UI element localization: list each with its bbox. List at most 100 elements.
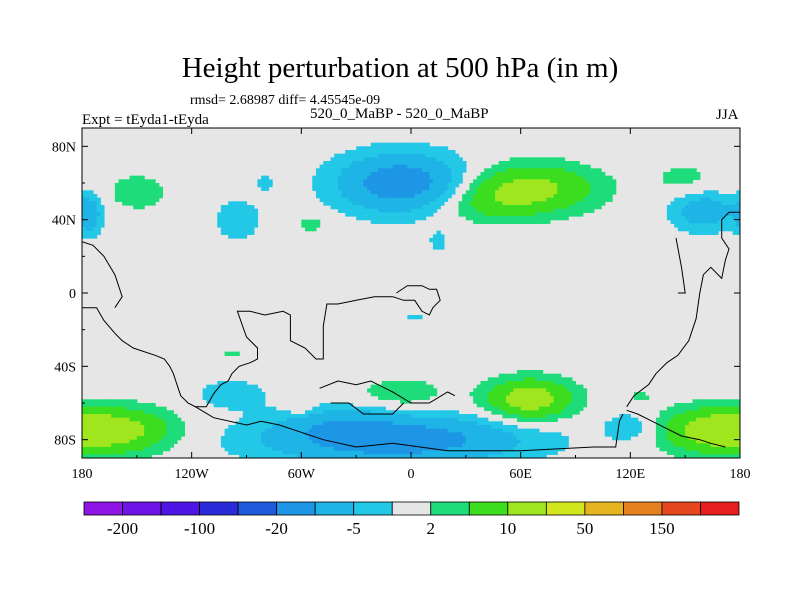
- contour-cell: [294, 417, 299, 422]
- contour-cell: [224, 208, 229, 213]
- contour-cell: [520, 443, 525, 448]
- contour-cell: [246, 425, 251, 430]
- contour-cell: [670, 175, 675, 180]
- contour-cell: [370, 454, 376, 458]
- contour-cell: [568, 388, 573, 393]
- contour-cell: [674, 443, 679, 448]
- contour-cell: [707, 216, 712, 221]
- contour-cell: [414, 157, 419, 162]
- contour-cell: [564, 384, 569, 389]
- contour-cell: [513, 197, 518, 202]
- contour-cell: [436, 179, 441, 184]
- colorbar-box: [314, 501, 355, 516]
- contour-cell: [699, 406, 705, 411]
- contour-cell: [549, 164, 555, 169]
- contour-cell: [498, 436, 503, 441]
- contour-cell: [400, 447, 405, 452]
- contour-cell: [513, 205, 518, 210]
- contour-cell: [261, 406, 266, 411]
- contour-cell: [465, 194, 471, 199]
- contour-cell: [334, 421, 339, 426]
- contour-cell: [392, 443, 397, 448]
- contour-cell: [538, 395, 544, 400]
- contour-cell: [608, 421, 613, 426]
- contour-cell: [710, 194, 716, 199]
- contour-cell: [502, 384, 507, 389]
- contour-cell: [261, 403, 266, 408]
- contour-cell: [341, 205, 346, 210]
- colorbar-box: [199, 501, 239, 516]
- contour-cell: [250, 403, 255, 408]
- contour-cell: [495, 168, 500, 173]
- contour-cell: [136, 443, 142, 448]
- contour-cell: [520, 190, 525, 195]
- contour-cell: [429, 161, 434, 166]
- contour-cell: [337, 175, 343, 180]
- contour-cell: [509, 384, 514, 389]
- contour-cell: [264, 410, 270, 415]
- contour-cell: [718, 219, 723, 224]
- contour-cell: [681, 410, 686, 415]
- contour-cell: [381, 201, 387, 206]
- contour-cell: [242, 425, 248, 430]
- contour-cell: [666, 443, 672, 448]
- contour-cell: [261, 454, 266, 458]
- contour-cell: [524, 161, 529, 166]
- contour-cell: [440, 146, 445, 151]
- contour-cell: [407, 315, 412, 320]
- contour-cell: [217, 381, 222, 386]
- contour-cell: [418, 395, 423, 400]
- contour-cell: [147, 454, 153, 458]
- contour-cell: [385, 410, 390, 415]
- contour-cell: [469, 216, 474, 221]
- contour-cell: [531, 161, 536, 166]
- contour-cell: [337, 417, 343, 422]
- contour-cell: [275, 454, 280, 458]
- contour-cell: [553, 373, 558, 378]
- contour-cell: [389, 175, 394, 180]
- contour-cell: [239, 439, 244, 444]
- contour-cell: [520, 161, 525, 166]
- contour-cell: [253, 450, 259, 455]
- contour-cell: [546, 197, 551, 202]
- contour-cell: [725, 205, 730, 210]
- contour-cell: [718, 450, 723, 455]
- contour-cell: [425, 201, 430, 206]
- contour-cell: [89, 406, 94, 411]
- contour-cell: [363, 150, 368, 155]
- contour-cell: [315, 223, 321, 228]
- contour-cell: [531, 370, 536, 375]
- contour-cell: [480, 212, 485, 217]
- contour-cell: [261, 436, 266, 441]
- contour-cell: [392, 425, 397, 430]
- contour-cell: [681, 447, 686, 452]
- contour-cell: [96, 439, 101, 444]
- contour-cell: [275, 432, 280, 437]
- contour-cell: [89, 414, 94, 419]
- contour-cell: [155, 436, 160, 441]
- contour-cell: [166, 428, 171, 433]
- contour-cell: [301, 219, 306, 224]
- contour-cell: [714, 399, 719, 404]
- contour-cell: [527, 373, 533, 378]
- contour-cell: [407, 186, 412, 191]
- contour-cell: [699, 219, 705, 224]
- contour-cell: [549, 395, 555, 400]
- contour-cell: [421, 208, 427, 213]
- contour-cell: [677, 179, 683, 184]
- contour-cell: [425, 194, 430, 199]
- contour-cell: [315, 410, 321, 415]
- contour-cell: [337, 443, 343, 448]
- contour-cell: [535, 212, 540, 217]
- contour-cell: [224, 216, 229, 221]
- contour-cell: [92, 201, 98, 206]
- contour-cell: [527, 201, 533, 206]
- contour-cell: [425, 392, 430, 397]
- contour-cell: [125, 201, 131, 206]
- contour-cell: [341, 179, 346, 184]
- contour-cell: [421, 161, 427, 166]
- contour-cell: [374, 150, 379, 155]
- contour-cell: [315, 421, 321, 426]
- contour-cell: [363, 450, 368, 455]
- contour-cell: [264, 175, 270, 180]
